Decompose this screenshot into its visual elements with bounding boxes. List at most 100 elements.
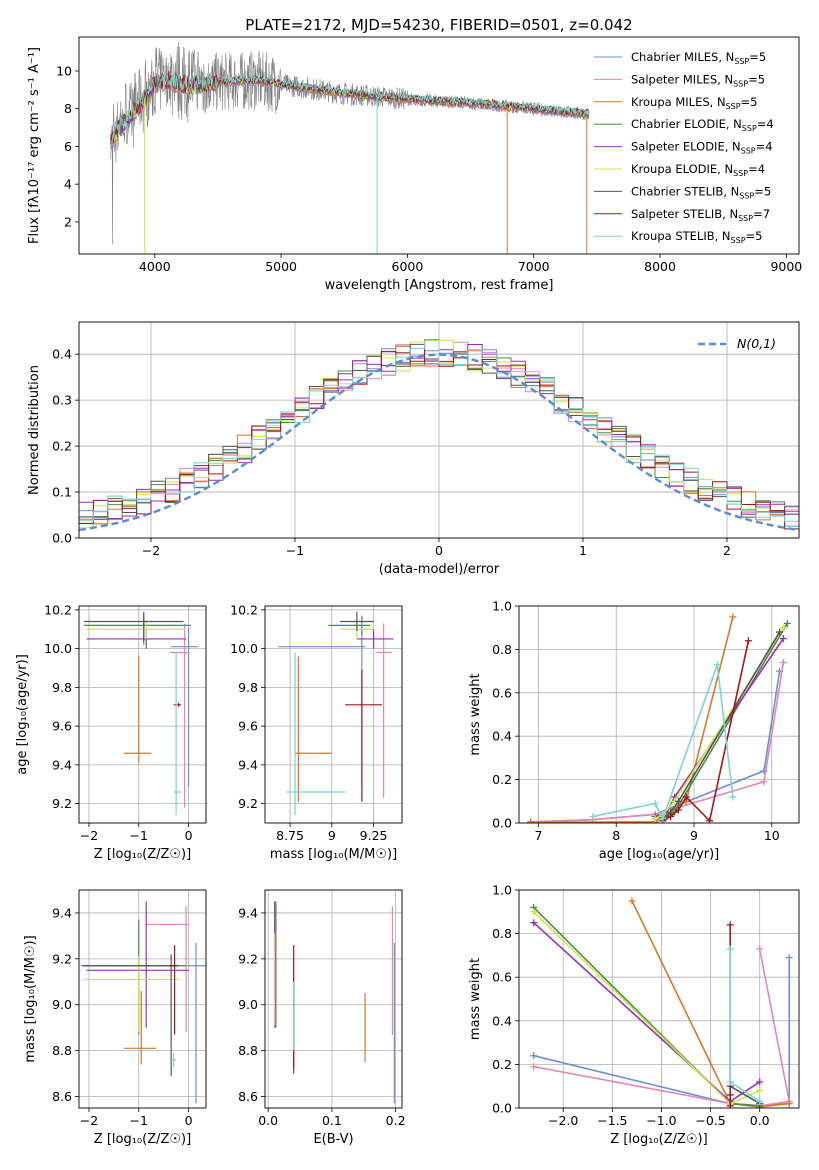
massweight_vs_Z-ytick-label: 0.4 — [492, 1013, 512, 1028]
massweight_vs_Z-ylabel: mass weight — [468, 958, 483, 1040]
mass_vs_ebv-ytick-label: 8.8 — [238, 1043, 258, 1058]
spectrum-legend: Chabrier MILES, NSSP=5 Salpeter MILES, NS… — [594, 50, 774, 245]
massweight_vs_Z-xtick-label: 0.0 — [750, 1113, 770, 1128]
residuals-panel: −2 −1 0 1 2 0.0 0.1 0.2 0.3 0.4 (data-model)/error… — [27, 321, 800, 577]
massweight_vs_age-frame — [518, 605, 800, 824]
point-kroupa_miles — [527, 818, 535, 823]
age_vs_mass-plot-area — [265, 606, 402, 823]
age_vs_Z-panel: −2 −1 0 9.2 9.4 9.6 9.8 10.0 10.2 Z [log₁₀(Z/Z☉)]… — [15, 602, 207, 862]
residuals-ytick-label: 0.3 — [52, 393, 72, 408]
errorbar-kroupa_miles — [295, 656, 332, 802]
age_vs_mass-xtick-label: 9.25 — [360, 828, 388, 843]
mass_vs_Z-xtick-label: −2 — [80, 1113, 98, 1128]
errorbar-kroupa_stelib — [173, 652, 182, 816]
point-salpeter_miles — [779, 658, 787, 666]
residuals-ytick-label: 0.2 — [52, 439, 72, 454]
point-kroupa_elodie — [756, 1087, 764, 1095]
spectrum-ytick-label: 8 — [64, 101, 72, 116]
point-salpeter_elodie — [756, 1078, 764, 1086]
massweight_vs_Z-ytick-label: 0.8 — [492, 926, 512, 941]
residuals-xtick-label: 0 — [435, 543, 443, 558]
spectrum-xtick-label: 7000 — [518, 259, 550, 274]
errorbar-chabrier_miles — [181, 942, 206, 1104]
point-kroupa_stelib — [589, 812, 597, 820]
errorbar-chabrier_elodie — [328, 615, 371, 636]
point-salpeter_elodie — [779, 635, 787, 643]
massweight_vs_age-ytick-label: 0.0 — [492, 816, 512, 831]
errorbar-chabrier_stelib — [340, 611, 374, 632]
age_vs_Z-ytick-label: 9.4 — [52, 757, 72, 772]
age_vs_Z-ytick-label: 10.0 — [44, 641, 72, 656]
errorbar-salpeter_elodie — [86, 901, 189, 1028]
mass_vs_ebv-plot-area — [265, 890, 402, 1108]
legend-label: Salpeter MILES, NSSP=5 — [631, 72, 765, 88]
mass_vs_ebv-frame — [264, 889, 403, 1109]
series-salpeter_stelib — [662, 640, 750, 823]
massweight_vs_Z-xlabel: Z [log₁₀(Z/Z☉)] — [610, 1132, 707, 1147]
massweight_vs_Z-xtick-label: −1.5 — [597, 1113, 627, 1128]
normal-curve — [79, 353, 799, 532]
massweight_vs_Z-panel: −2.0 −1.5 −1.0 −0.5 0.0 0.0 0.2 0.4 0.6 0.8 1.0 Z [… — [468, 883, 800, 1147]
errorbar-salpeter_stelib — [173, 702, 182, 707]
series-salpeter_elodie — [533, 922, 761, 1103]
series-kroupa_elodie — [654, 627, 785, 820]
point-salpeter_stelib — [706, 817, 714, 823]
age_vs_mass-ytick-label: 10.2 — [230, 602, 258, 617]
spectrum-panel: 4000 5000 6000 7000 8000 9000 2 4 6 8 10 wavelength… — [27, 36, 802, 293]
mass_vs_ebv-ytick-label: 9.0 — [238, 997, 258, 1012]
massweight_vs_age-plot-area — [519, 606, 799, 823]
legend-label: Kroupa STELIB, NSSP=5 — [631, 229, 762, 245]
massweight_vs_Z-ytick-label: 1.0 — [492, 883, 512, 898]
mass_vs_ebv-xtick-label: 0.1 — [322, 1113, 342, 1128]
mass_vs_Z-xlabel: Z [log₁₀(Z/Z☉)] — [94, 1132, 191, 1147]
observed-spectrum — [110, 41, 590, 245]
point-kroupa_stelib — [651, 799, 659, 807]
point-chabrier_elodie — [783, 619, 791, 627]
point-chabrier_miles — [530, 1052, 538, 1060]
residuals-xlabel: (data-model)/error — [379, 562, 500, 577]
errorbar-kroupa_miles — [123, 990, 157, 1065]
series-chabrier_elodie — [533, 906, 760, 1107]
massweight_vs_Z-frame — [518, 889, 800, 1109]
spectrum-xtick-label: 8000 — [644, 259, 676, 274]
residuals-ytick-label: 0.0 — [52, 531, 72, 546]
errorbar-kroupa_stelib — [286, 652, 346, 816]
age_vs_mass-xlabel: mass [log₁₀(M/M☉)] — [270, 847, 397, 862]
massweight_vs_age-ytick-label: 1.0 — [492, 599, 512, 614]
age_vs_Z-ytick-label: 9.8 — [52, 680, 72, 695]
legend-label: Chabrier STELIB, NSSP=5 — [631, 184, 771, 200]
residuals-xtick-label: −2 — [142, 543, 160, 558]
mass_vs_Z-ytick-label: 9.2 — [52, 951, 72, 966]
age_vs_mass-panel: 8.75 9 9.25 9.2 9.4 9.6 9.8 10.0 10.2 mass [log₁₀… — [230, 602, 403, 862]
spectrum-ytick-label: 10 — [56, 63, 72, 78]
point-salpeter_stelib — [674, 806, 682, 814]
point-salpeter_stelib — [726, 1102, 734, 1108]
massweight_vs_Z-xtick-label: −1.0 — [646, 1113, 676, 1128]
age_vs_mass-ytick-label: 9.4 — [238, 757, 258, 772]
point-kroupa_stelib — [713, 661, 721, 669]
point-salpeter_miles — [756, 945, 764, 953]
residuals-ylabel: Normed distribution — [27, 365, 42, 495]
point-salpeter_miles — [530, 1063, 538, 1071]
mass_vs_ebv-ytick-label: 8.6 — [238, 1089, 258, 1104]
spectrum-ytick-label: 4 — [64, 177, 72, 192]
massweight_vs_Z-plot-area — [519, 890, 799, 1108]
histogram-kroupa_stelib — [79, 339, 799, 522]
mass_vs_Z-xtick-label: 0 — [185, 1113, 193, 1128]
point-chabrier_miles — [785, 954, 793, 962]
mass_vs_Z-ytick-label: 9.4 — [52, 905, 72, 920]
errorbar-kroupa_stelib — [171, 1052, 177, 1067]
mass_vs_Z-ytick-label: 8.6 — [52, 1089, 72, 1104]
point-kroupa_miles — [785, 1100, 793, 1108]
age_vs_Z-ytick-label: 9.2 — [52, 796, 72, 811]
figure-title: PLATE=2172, MJD=54230, FIBERID=0501, z=0… — [245, 16, 632, 34]
age_vs_Z-xtick-label: −1 — [130, 828, 148, 843]
point-kroupa_miles — [729, 613, 737, 621]
point-salpeter_elodie — [530, 919, 538, 927]
errorbar-salpeter_miles — [375, 623, 392, 798]
massweight_vs_age-panel: 7 8 9 10 0.0 0.2 0.4 0.6 0.8 1.0 age [log₁₀(age/yr… — [468, 599, 800, 862]
spectrum-ytick-label: 6 — [64, 139, 72, 154]
point-salpeter_stelib — [726, 1091, 734, 1099]
series-salpeter_miles — [530, 662, 785, 823]
